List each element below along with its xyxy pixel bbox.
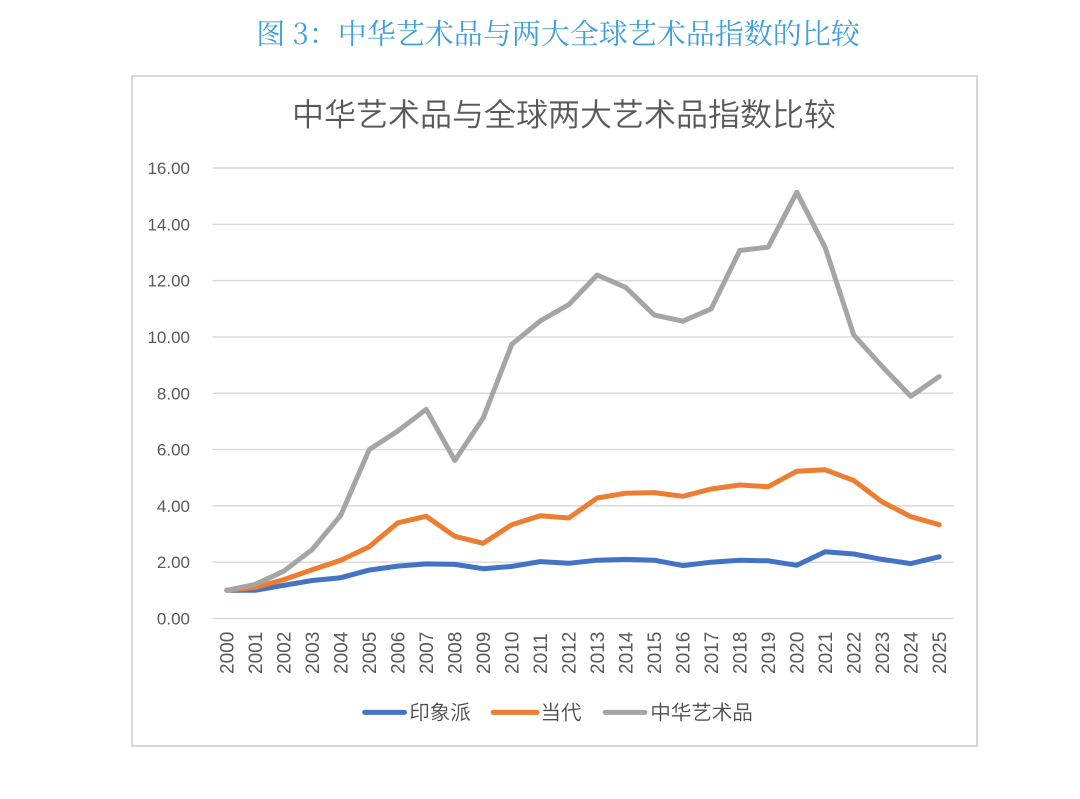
svg-text:2010: 2010 xyxy=(503,632,524,674)
svg-text:2012: 2012 xyxy=(560,632,581,674)
svg-text:2003: 2003 xyxy=(303,632,324,674)
svg-text:2024: 2024 xyxy=(902,631,923,674)
svg-text:12.00: 12.00 xyxy=(147,272,190,291)
svg-text:2018: 2018 xyxy=(731,632,752,674)
svg-text:6.00: 6.00 xyxy=(157,441,190,460)
svg-text:2015: 2015 xyxy=(645,632,666,674)
svg-text:2006: 2006 xyxy=(389,632,410,674)
svg-text:14.00: 14.00 xyxy=(147,215,190,234)
svg-text:2009: 2009 xyxy=(474,632,495,674)
svg-text:2020: 2020 xyxy=(788,632,809,674)
svg-text:2016: 2016 xyxy=(674,632,695,674)
svg-text:2.00: 2.00 xyxy=(157,553,190,572)
svg-text:0.00: 0.00 xyxy=(157,610,190,629)
svg-text:4.00: 4.00 xyxy=(157,497,190,516)
svg-text:2002: 2002 xyxy=(275,632,296,674)
svg-text:2022: 2022 xyxy=(845,632,866,674)
svg-text:2000: 2000 xyxy=(218,632,239,674)
svg-text:2001: 2001 xyxy=(246,632,267,674)
svg-text:2019: 2019 xyxy=(759,632,780,674)
svg-text:2025: 2025 xyxy=(930,632,951,674)
svg-text:2023: 2023 xyxy=(873,632,894,674)
svg-text:2014: 2014 xyxy=(617,631,638,674)
svg-text:2017: 2017 xyxy=(702,632,723,674)
svg-text:2004: 2004 xyxy=(332,631,353,674)
svg-text:2011: 2011 xyxy=(531,633,552,674)
svg-text:2021: 2021 xyxy=(816,632,837,674)
svg-text:8.00: 8.00 xyxy=(157,384,190,403)
svg-text:16.00: 16.00 xyxy=(147,159,190,178)
svg-text:2013: 2013 xyxy=(588,632,609,674)
svg-text:2007: 2007 xyxy=(417,632,438,674)
svg-text:2005: 2005 xyxy=(360,632,381,674)
svg-text:2008: 2008 xyxy=(446,632,467,674)
svg-text:10.00: 10.00 xyxy=(147,328,190,347)
